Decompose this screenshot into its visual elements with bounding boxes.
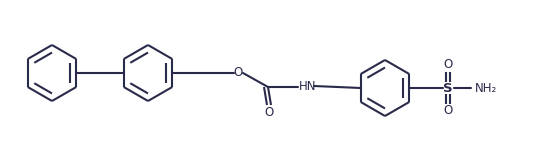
Text: S: S: [443, 81, 453, 95]
Text: NH₂: NH₂: [475, 81, 497, 95]
Text: O: O: [233, 66, 242, 80]
Text: O: O: [264, 105, 274, 119]
Text: O: O: [443, 58, 453, 71]
Text: O: O: [443, 105, 453, 117]
Text: HN: HN: [299, 80, 317, 93]
